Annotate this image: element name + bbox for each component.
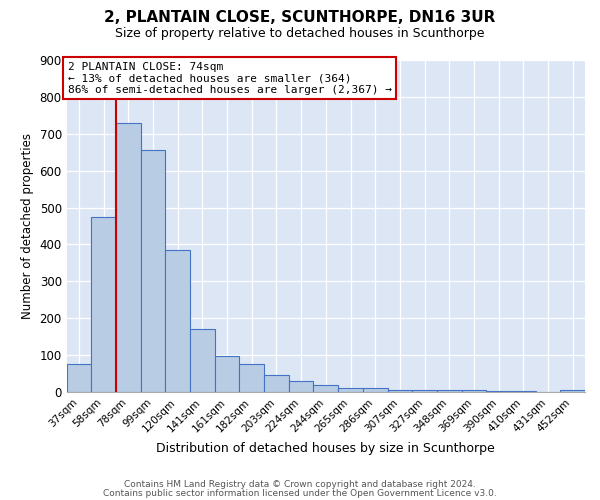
- Bar: [388, 390, 412, 392]
- Text: Contains public sector information licensed under the Open Government Licence v3: Contains public sector information licen…: [103, 488, 497, 498]
- Bar: [412, 390, 437, 392]
- Bar: [437, 390, 461, 392]
- Bar: [116, 122, 141, 392]
- Bar: [313, 384, 338, 392]
- Text: Contains HM Land Registry data © Crown copyright and database right 2024.: Contains HM Land Registry data © Crown c…: [124, 480, 476, 489]
- Bar: [461, 390, 486, 392]
- Text: 2 PLANTAIN CLOSE: 74sqm
← 13% of detached houses are smaller (364)
86% of semi-d: 2 PLANTAIN CLOSE: 74sqm ← 13% of detache…: [68, 62, 392, 95]
- Bar: [190, 329, 215, 392]
- Bar: [363, 388, 388, 392]
- Bar: [166, 250, 190, 392]
- Bar: [264, 376, 289, 392]
- Bar: [215, 356, 239, 392]
- X-axis label: Distribution of detached houses by size in Scunthorpe: Distribution of detached houses by size …: [157, 442, 495, 455]
- Bar: [338, 388, 363, 392]
- Bar: [560, 390, 585, 392]
- Text: Size of property relative to detached houses in Scunthorpe: Size of property relative to detached ho…: [115, 28, 485, 40]
- Bar: [289, 381, 313, 392]
- Text: 2, PLANTAIN CLOSE, SCUNTHORPE, DN16 3UR: 2, PLANTAIN CLOSE, SCUNTHORPE, DN16 3UR: [104, 10, 496, 25]
- Bar: [67, 364, 91, 392]
- Bar: [91, 217, 116, 392]
- Bar: [239, 364, 264, 392]
- Bar: [486, 391, 511, 392]
- Bar: [141, 150, 166, 392]
- Y-axis label: Number of detached properties: Number of detached properties: [21, 133, 34, 319]
- Bar: [511, 391, 536, 392]
